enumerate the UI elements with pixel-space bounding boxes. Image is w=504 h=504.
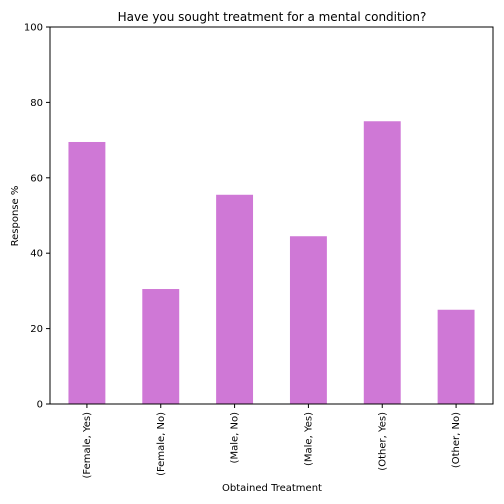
y-tick-label: 40	[30, 249, 43, 260]
x-tick-label: (Male, Yes)	[303, 412, 314, 466]
x-tick-label: (Female, No)	[156, 412, 167, 476]
chart-title: Have you sought treatment for a mental c…	[118, 10, 427, 24]
x-tick-label: (Male, No)	[230, 412, 241, 464]
x-tick-label: (Female, Yes)	[82, 412, 93, 479]
bars-group	[68, 121, 475, 405]
bar	[68, 141, 106, 405]
y-axis-label: Response %	[10, 186, 21, 247]
bar	[289, 236, 327, 404]
y-tick-label: 100	[24, 23, 43, 34]
bar	[216, 194, 254, 404]
x-axis-label: Obtained Treatment	[222, 483, 322, 494]
y-tick-label: 60	[30, 173, 43, 184]
y-tick-label: 20	[30, 324, 43, 335]
y-tick-label: 80	[30, 98, 43, 109]
x-tick-label: (Other, No)	[451, 412, 462, 468]
y-axis-ticks: 0 20 40 60 80 100	[24, 23, 50, 411]
y-tick-label: 0	[37, 400, 43, 411]
bar	[437, 309, 475, 404]
bar	[363, 121, 401, 404]
bar	[142, 289, 180, 404]
x-tick-label: (Other, Yes)	[377, 412, 388, 471]
plot-frame	[49, 26, 494, 405]
x-axis-ticks: (Female, Yes) (Female, No) (Male, No) (Male…	[82, 404, 462, 478]
